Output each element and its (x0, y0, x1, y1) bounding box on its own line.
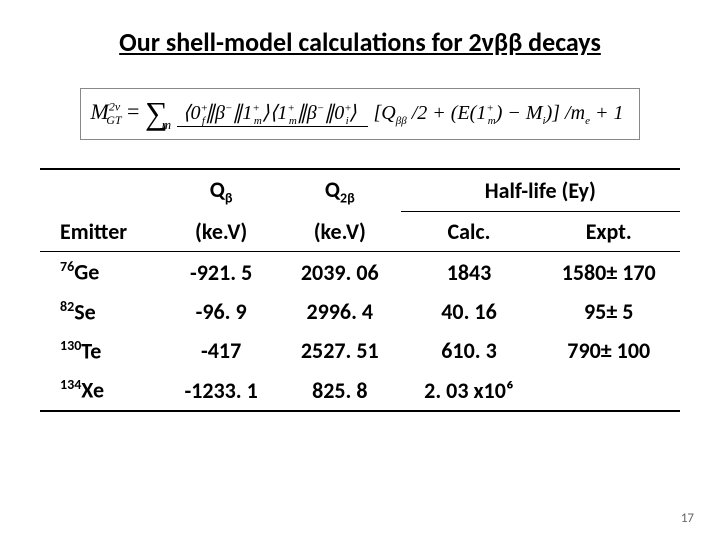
header-calc: Calc. (401, 212, 538, 252)
table-row: 130Te -417 2527. 51 610. 3 790± 100 (40, 331, 680, 370)
formula-sup: 2ν (109, 99, 120, 113)
cell-expt (537, 370, 680, 410)
header-qb: Qβ (163, 169, 279, 212)
header-unit-1: (ke.V) (163, 212, 279, 252)
formula-box: M2νGT = ∑m ⟨0+f∥β−∥1+m⟩⟨1+m∥β−∥0+i⟩ [Qββ… (80, 88, 641, 140)
cell-qb: -417 (163, 331, 279, 370)
data-table: Qβ Q2β Half-life (Ey) Emitter (ke.V) (ke… (40, 168, 680, 412)
header-row-2: Emitter (ke.V) (ke.V) Calc. Expt. (40, 212, 680, 252)
fraction: ⟨0+f∥β−∥1+m⟩⟨1+m∥β−∥0+i⟩ [Qββ /2 + (E(1+… (177, 100, 630, 127)
cell-calc: 40. 16 (401, 292, 538, 331)
cell-expt: 1580± 170 (537, 252, 680, 292)
cell-calc: 1843 (401, 252, 538, 292)
header-halflife: Half-life (Ey) (401, 169, 680, 212)
cell-qb: -96. 9 (163, 292, 279, 331)
cell-q2b: 825. 8 (279, 370, 401, 410)
header-blank (40, 169, 163, 212)
denominator: [Qββ /2 + (E(1+m) − Mi)] /me + 1 (368, 100, 630, 124)
header-emitter: Emitter (40, 212, 163, 252)
cell-qb: -1233. 1 (163, 370, 279, 410)
cell-expt: 790± 100 (537, 331, 680, 370)
cell-emitter: 76Ge (40, 252, 163, 292)
cell-q2b: 2527. 51 (279, 331, 401, 370)
header-q2b: Q2β (279, 169, 401, 212)
table-row: 134Xe -1233. 1 825. 8 2. 03 x10⁶ (40, 370, 680, 410)
cell-emitter: 134Xe (40, 370, 163, 410)
header-expt: Expt. (537, 212, 680, 252)
header-unit-2: (ke.V) (279, 212, 401, 252)
cell-expt: 95± 5 (537, 292, 680, 331)
table-row: 76Ge -921. 5 2039. 06 1843 1580± 170 (40, 252, 680, 292)
cell-q2b: 2996. 4 (279, 292, 401, 331)
cell-q2b: 2039. 06 (279, 252, 401, 292)
table-row: 82Se -96. 9 2996. 4 40. 16 95± 5 (40, 292, 680, 331)
sigma-sub: m (162, 117, 171, 132)
formula-lhs: M2νGT (91, 99, 128, 124)
header-row-1: Qβ Q2β Half-life (Ey) (40, 169, 680, 212)
formula-sub: GT (106, 113, 121, 127)
cell-emitter: 130Te (40, 331, 163, 370)
equals: = (127, 99, 145, 124)
cell-emitter: 82Se (40, 292, 163, 331)
cell-qb: -921. 5 (163, 252, 279, 292)
page-title: Our shell-model calculations for 2νββ de… (0, 0, 720, 58)
cell-calc: 2. 03 x10⁶ (401, 370, 538, 410)
cell-calc: 610. 3 (401, 331, 538, 370)
numerator: ⟨0+f∥β−∥1+m⟩⟨1+m∥β−∥0+i⟩ (177, 102, 368, 127)
formula-container: M2νGT = ∑m ⟨0+f∥β−∥1+m⟩⟨1+m∥β−∥0+i⟩ [Qββ… (0, 88, 720, 140)
page-number: 17 (681, 511, 694, 526)
